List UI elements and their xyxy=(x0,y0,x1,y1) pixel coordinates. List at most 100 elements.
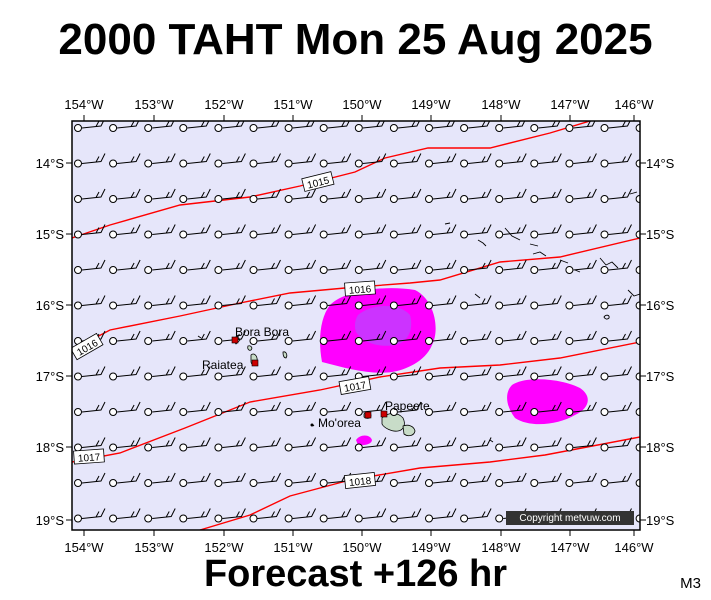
lat-tick-right: 18°S xyxy=(646,440,675,455)
lon-tick-top: 154°W xyxy=(64,97,104,112)
lat-tick-left: 19°S xyxy=(36,513,65,528)
wind-barb xyxy=(460,401,492,416)
lat-tick-right: 19°S xyxy=(646,513,675,528)
wind-barb xyxy=(249,508,281,523)
wind-barb xyxy=(530,295,562,310)
wind-barb xyxy=(249,153,281,168)
wind-barb xyxy=(144,224,176,239)
wind-barb xyxy=(284,366,317,381)
wind-barb xyxy=(530,366,562,381)
wind-barb xyxy=(354,153,387,168)
wind-barb xyxy=(74,508,106,523)
wind-barb xyxy=(425,224,457,239)
wind-barb xyxy=(214,224,246,239)
wind-barb xyxy=(74,401,106,416)
copyright-text: Copyright metvuw.com xyxy=(519,513,620,524)
lon-labels-top: 154°W 153°W 152°W 151°W 150°W 149°W 148°… xyxy=(64,97,654,112)
wind-barb xyxy=(249,330,281,345)
wind-barb xyxy=(425,437,457,452)
wind-barb xyxy=(109,472,141,487)
wind-barb xyxy=(249,295,281,310)
wind-barb xyxy=(495,401,527,416)
wind-barb xyxy=(319,121,350,132)
wind-barb xyxy=(144,401,176,416)
wind-barb xyxy=(179,153,211,168)
lon-tick-top: 147°W xyxy=(550,97,590,112)
wind-barb xyxy=(460,259,492,274)
place-moorea: Mo'orea xyxy=(318,416,361,430)
wind-barb xyxy=(600,224,632,239)
island-tahiti-iti xyxy=(402,424,416,437)
wind-barb xyxy=(530,472,562,487)
wind-barb xyxy=(319,153,352,168)
wind-barb xyxy=(284,508,317,523)
wind-barb xyxy=(319,188,352,203)
wind-barb xyxy=(74,472,106,487)
wind-barb xyxy=(425,153,457,168)
wind-barb xyxy=(389,330,422,345)
wind-barb xyxy=(214,366,246,381)
model-code: M3 xyxy=(680,575,701,592)
wind-barb xyxy=(109,330,141,345)
lon-tick-top: 150°W xyxy=(342,97,382,112)
wind-barb xyxy=(600,472,632,487)
lon-tick-top: 146°W xyxy=(614,97,654,112)
place-raiatea: Raiatea xyxy=(202,358,244,372)
wind-barb xyxy=(389,153,422,168)
wind-barb xyxy=(460,437,492,452)
wind-barb xyxy=(425,121,456,132)
lon-labels-bottom: 154°W 153°W 152°W 151°W 150°W 149°W 148°… xyxy=(64,540,654,555)
wind-barb xyxy=(284,259,317,274)
lon-tick-top: 152°W xyxy=(204,97,244,112)
wind-barb xyxy=(565,224,597,239)
lon-tick-bottom: 150°W xyxy=(342,540,382,555)
wind-barb xyxy=(389,508,422,523)
wind-barb xyxy=(495,330,527,345)
wind-barb xyxy=(214,153,246,168)
wind-barb xyxy=(354,508,387,523)
wind-barb xyxy=(214,295,246,310)
wind-barb xyxy=(565,437,597,452)
wind-barbs xyxy=(74,121,640,523)
wind-barb xyxy=(600,330,632,345)
wind-barb xyxy=(389,437,422,452)
wind-barb xyxy=(179,366,211,381)
svg-text:1018: 1018 xyxy=(349,476,373,489)
wind-barb xyxy=(530,330,562,345)
lon-tick-bottom: 152°W xyxy=(204,540,244,555)
lat-tick-left: 17°S xyxy=(36,369,65,384)
lat-tick-left: 18°S xyxy=(36,440,65,455)
lat-tick-left: 15°S xyxy=(36,227,65,242)
marker-dot xyxy=(310,423,314,427)
wind-barb xyxy=(109,224,141,239)
wind-barb xyxy=(179,401,211,416)
wind-barb xyxy=(144,508,176,523)
wind-barb xyxy=(600,401,632,416)
wind-barb xyxy=(354,437,387,452)
lon-tick-top: 148°W xyxy=(481,97,521,112)
wind-barb xyxy=(74,295,106,310)
wind-barb xyxy=(460,508,492,523)
place-bora-bora: Bora Bora xyxy=(235,325,289,339)
wind-barb xyxy=(109,153,141,168)
wind-barb xyxy=(600,121,631,132)
precipitation-areas xyxy=(320,288,588,446)
wind-barb xyxy=(74,437,106,452)
wind-barb xyxy=(319,259,352,274)
wind-barb xyxy=(460,295,492,310)
wind-barb xyxy=(495,121,526,132)
wind-barb xyxy=(179,295,211,310)
wind-barb xyxy=(530,401,562,416)
wind-barb xyxy=(425,472,457,487)
wind-barb xyxy=(319,295,352,310)
island-tupai xyxy=(247,345,253,351)
wind-barb xyxy=(565,259,597,274)
marker-moorea xyxy=(364,411,372,419)
wind-barb xyxy=(460,472,492,487)
wind-barb xyxy=(144,330,176,345)
wind-barb xyxy=(179,121,210,132)
wind-barb xyxy=(249,437,281,452)
lon-tick-bottom: 154°W xyxy=(64,540,104,555)
lon-tick-bottom: 153°W xyxy=(134,540,174,555)
wind-barb xyxy=(495,295,527,310)
